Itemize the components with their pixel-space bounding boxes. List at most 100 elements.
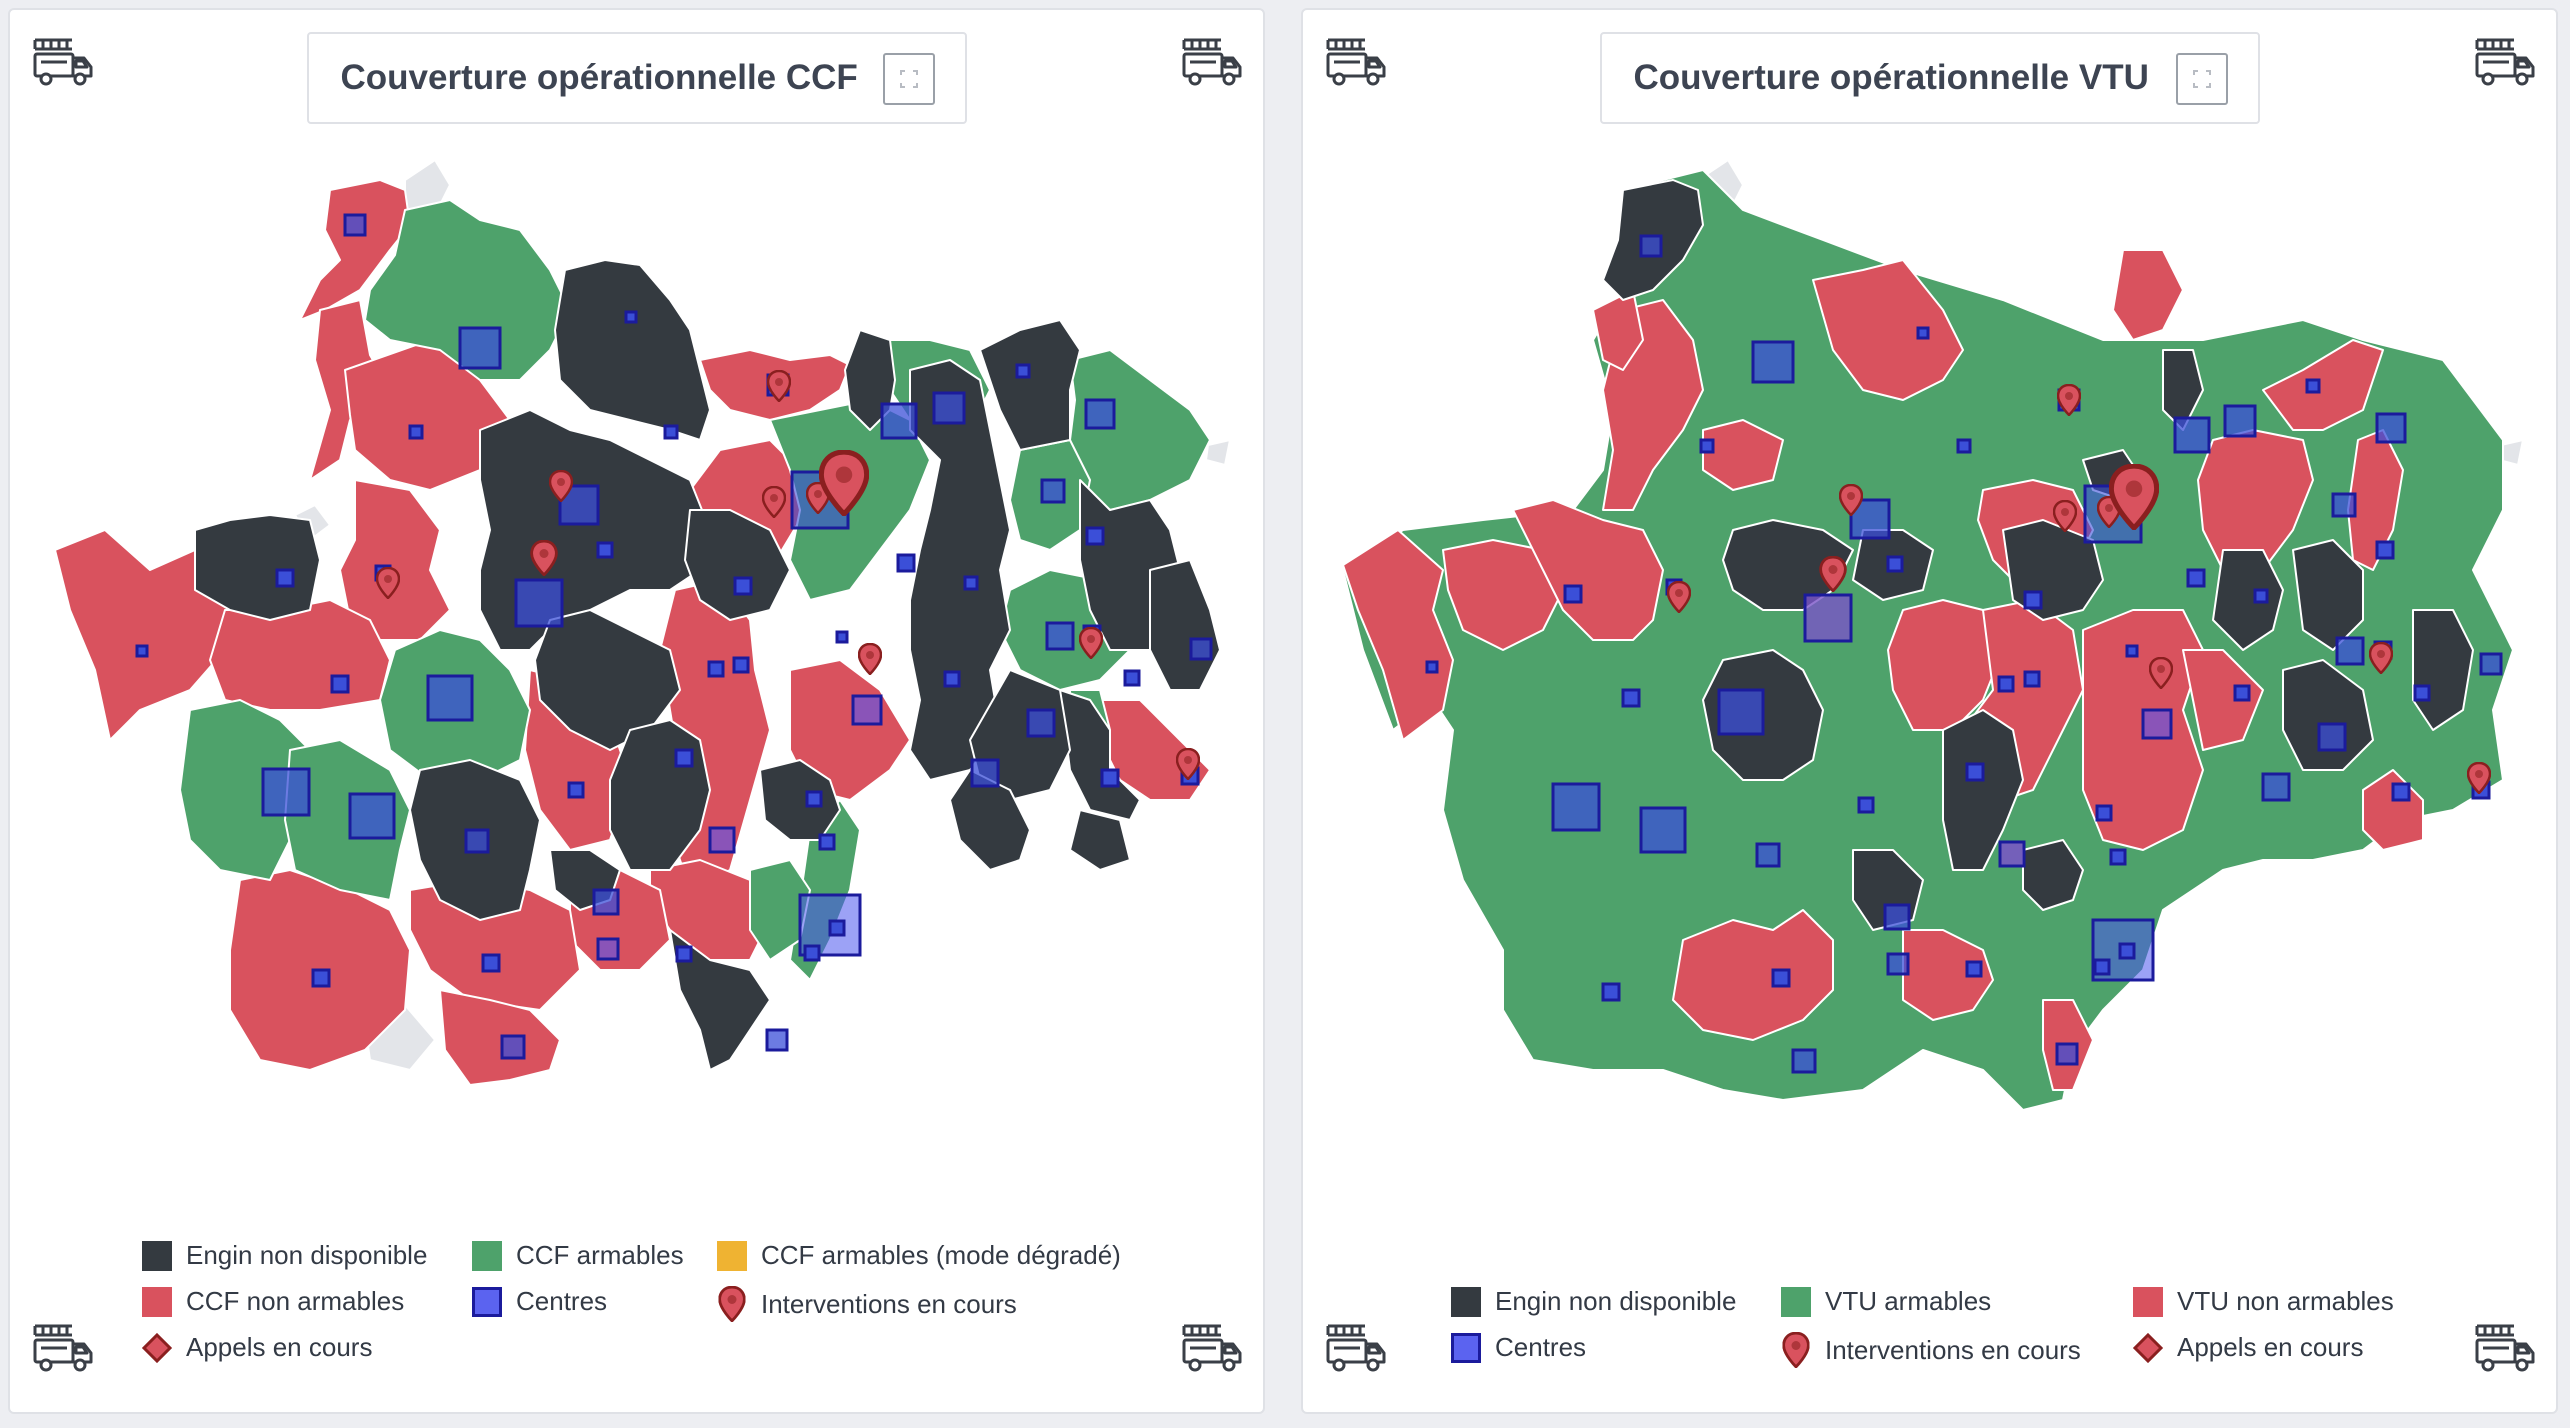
- vtu-fullscreen-button[interactable]: [2175, 53, 2228, 105]
- ccf-zone-green: [364, 199, 571, 381]
- fire-truck-icon: [32, 1322, 94, 1374]
- vtu-zone-red: [1672, 909, 1834, 1041]
- vtu-zone-red: [2262, 339, 2384, 431]
- center-marker: [733, 576, 753, 596]
- ccf-zone-green: [1069, 349, 1211, 511]
- legend-item-non-armable[interactable]: VTU non armables: [2133, 1286, 2394, 1317]
- intervention-pin-icon: [717, 1286, 747, 1322]
- vtu-zone-red: [1902, 929, 1994, 1021]
- center-marker: [624, 310, 638, 324]
- ccf-zone-red: [54, 529, 231, 741]
- center-marker: [1965, 762, 1985, 782]
- center-marker: [567, 781, 585, 799]
- center-marker: [2093, 958, 2111, 976]
- ccf-coverage-map[interactable]: [10, 10, 1267, 1416]
- center-marker: [2253, 588, 2269, 604]
- legend-item-unavailable[interactable]: Engin non disponible: [142, 1240, 427, 1271]
- legend-item-unavailable[interactable]: Engin non disponible: [1451, 1286, 1736, 1317]
- ccf-title-card: Couverture opérationnelle CCF: [306, 32, 967, 124]
- center-marker: [1883, 903, 1911, 931]
- center-marker: [2413, 684, 2431, 702]
- non-armable-swatch: [2133, 1286, 2163, 1317]
- center-marker: [2095, 804, 2113, 822]
- legend-label: Engin non disponible: [186, 1240, 428, 1270]
- legend-item-centers[interactable]: Centres: [472, 1286, 607, 1317]
- center-marker: [1771, 968, 1791, 988]
- legend-item-armable[interactable]: CCF armables: [472, 1240, 684, 1271]
- vtu-zone-red: [1887, 599, 2004, 731]
- center-marker: [835, 630, 849, 644]
- center-marker: [970, 758, 1000, 788]
- legend-item-interventions[interactable]: Interventions en cours: [717, 1286, 1017, 1322]
- center-marker: [1026, 708, 1056, 738]
- legend-label: VTU non armables: [2177, 1286, 2394, 1316]
- ccf-zone-green: [284, 739, 411, 901]
- center-swatch: [472, 1286, 502, 1317]
- legend-item-non-armable[interactable]: CCF non armables: [142, 1286, 404, 1317]
- center-marker: [2118, 942, 2136, 960]
- ccf-zone-dark: [949, 769, 1031, 871]
- ccf-map-title: Couverture opérationnelle CCF: [340, 58, 858, 97]
- center-marker: [330, 674, 350, 694]
- legend-item-degraded[interactable]: CCF armables (mode dégradé): [717, 1240, 1121, 1271]
- non-armable-swatch: [142, 1286, 172, 1317]
- vtu-map-title: Couverture opérationnelle VTU: [1633, 58, 2149, 97]
- armable-swatch: [1781, 1286, 1811, 1317]
- legend-label: Centres: [1495, 1332, 1587, 1362]
- center-marker: [828, 919, 846, 937]
- ccf-zone-red: [439, 989, 561, 1086]
- center-marker: [426, 674, 474, 722]
- fire-truck-icon: [1325, 1322, 1387, 1374]
- vtu-zone-dark: [2282, 659, 2374, 771]
- center-marker: [963, 575, 979, 591]
- legend-item-calls[interactable]: Appels en cours: [142, 1332, 372, 1363]
- center-marker: [1886, 555, 1904, 573]
- legend-label: Appels en cours: [186, 1332, 373, 1362]
- ccf-zone-dark: [684, 509, 791, 621]
- fire-truck-icon: [2474, 36, 2536, 88]
- center-marker: [1717, 688, 1765, 736]
- ccf-zone-dark: [1059, 689, 1141, 821]
- legend-item-interventions[interactable]: Interventions en cours: [1781, 1332, 2081, 1368]
- center-marker: [1085, 526, 1105, 546]
- legend-item-centers[interactable]: Centres: [1451, 1332, 1586, 1363]
- center-marker: [2305, 378, 2321, 394]
- center-marker: [2109, 848, 2127, 866]
- vtu-zone-dark: [1942, 709, 2024, 871]
- vtu-map-panel: Couverture opérationnelle VTU Engin non …: [1301, 8, 2558, 1414]
- ccf-zone-red: [209, 599, 391, 711]
- center-swatch: [1451, 1332, 1481, 1363]
- center-marker: [1601, 982, 1621, 1002]
- ccf-zone-dark: [1149, 559, 1221, 691]
- legend-label: Appels en cours: [2177, 1332, 2364, 1362]
- call-diamond-icon: [142, 1332, 172, 1363]
- center-marker: [818, 833, 836, 851]
- ccf-zone-dark: [669, 929, 771, 1071]
- center-marker: [2335, 636, 2365, 666]
- fire-truck-icon: [1181, 36, 1243, 88]
- center-marker: [261, 767, 311, 817]
- center-marker: [851, 694, 883, 726]
- vtu-zone-red: [2182, 649, 2264, 751]
- legend-item-armable[interactable]: VTU armables: [1781, 1286, 1991, 1317]
- vtu-coverage-map[interactable]: [1303, 10, 2560, 1416]
- center-marker: [932, 391, 966, 425]
- center-marker: [732, 656, 750, 674]
- center-marker: [1751, 340, 1795, 384]
- center-marker: [2173, 416, 2211, 454]
- center-marker: [1621, 688, 1641, 708]
- legend-label: Interventions en cours: [1825, 1334, 2081, 1365]
- center-marker: [2141, 708, 2173, 740]
- intervention-pin-icon: [1781, 1332, 1811, 1368]
- vtu-zone-red: [1812, 259, 1964, 401]
- ccf-fullscreen-button[interactable]: [882, 53, 935, 105]
- unavailable-swatch: [142, 1240, 172, 1271]
- center-marker: [1965, 960, 1983, 978]
- legend-item-calls[interactable]: Appels en cours: [2133, 1332, 2363, 1363]
- center-marker: [707, 660, 725, 678]
- vtu-zone-dark: [2162, 349, 2204, 431]
- legend-label: CCF armables (mode dégradé): [761, 1240, 1121, 1270]
- center-marker: [1997, 675, 2015, 693]
- center-marker: [1084, 398, 1116, 430]
- vtu-zone-red: [1702, 419, 1784, 491]
